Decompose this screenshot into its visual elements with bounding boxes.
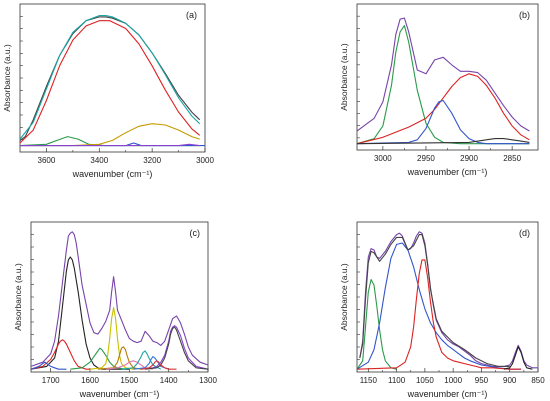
plot-frame: [30, 221, 209, 373]
x-axis-label: wavenumber (cm⁻¹): [72, 169, 153, 179]
chart-panel-0: 3600 3400 3200 3000 (a) wavenumber (cm⁻¹) Abso…: [2, 3, 214, 179]
series-line-9: [133, 356, 169, 370]
x-tick-label: 3600: [38, 156, 56, 165]
series-line-2: [356, 73, 530, 145]
series-line-1: [19, 15, 201, 140]
x-tick-label: 1600: [81, 376, 99, 385]
panel-label: (a): [186, 10, 197, 20]
series-line-4: [20, 123, 200, 147]
x-axis-label: wavenumber (cm⁻¹): [407, 389, 488, 399]
panel-label: (c): [190, 228, 201, 238]
series-line-3: [30, 361, 67, 370]
panel-label: (b): [519, 10, 530, 20]
series-line-2: [356, 242, 521, 370]
series-line-7: [105, 360, 153, 370]
x-tick-label: 1100: [388, 376, 406, 385]
plot-frame: [356, 3, 539, 151]
series-line-2: [30, 339, 90, 370]
x-tick-label: 2900: [460, 154, 478, 163]
series-line-1: [356, 25, 530, 145]
y-axis-label: Absorbance (a.u.): [339, 263, 349, 331]
chart-panel-2: 1700 1600 1500 1400 1300 (c) wavenumber (cm⁻¹)…: [13, 221, 217, 399]
y-axis-label: Absorbance (a.u.): [13, 263, 23, 331]
x-tick-label: 1500: [120, 376, 138, 385]
x-tick-label: 850: [531, 376, 545, 385]
x-tick-label: 3000: [374, 154, 392, 163]
series-line-4: [503, 346, 533, 370]
series-line-11: [145, 326, 209, 370]
series-line-6: [20, 143, 200, 147]
panel-label: (d): [519, 228, 530, 238]
series-line-0: [30, 231, 209, 367]
x-tick-label: 3200: [143, 156, 161, 165]
x-tick-label: 1050: [416, 376, 434, 385]
x-tick-label: 950: [475, 376, 489, 385]
y-axis-label: Absorbance (a.u.): [339, 43, 349, 111]
x-tick-label: 2850: [503, 154, 521, 163]
x-axis-label: wavenumber (cm⁻¹): [79, 389, 160, 399]
series-line-0: [19, 16, 201, 141]
y-axis-label: Absorbance (a.u.): [2, 44, 12, 112]
series-line-2: [19, 20, 201, 144]
x-tick-label: 2950: [417, 154, 435, 163]
series-line-6: [97, 346, 142, 370]
series-line-0: [356, 17, 530, 132]
series-line-3: [356, 259, 521, 370]
series-line-8: [121, 350, 162, 370]
series-line-3: [356, 99, 530, 145]
x-axis-label: wavenumber (cm⁻¹): [407, 167, 488, 177]
x-tick-label: 1400: [160, 376, 178, 385]
x-tick-label: 1000: [444, 376, 462, 385]
series-line-5: [89, 306, 134, 370]
series-line-10: [141, 325, 209, 370]
x-tick-label: 1300: [199, 376, 217, 385]
series-line-12: [141, 360, 177, 370]
chart-panel-1: 3000 2950 2900 2850 (b) wavenumber (cm⁻¹) Abso…: [339, 3, 539, 177]
x-tick-label: 3400: [90, 156, 108, 165]
x-tick-label: 900: [503, 376, 517, 385]
series-line-4: [356, 138, 530, 145]
chart-panel-3: 1150 1100 1050 1000 950 900 850 (d) wavenumber (…: [339, 221, 545, 399]
series-line-1: [356, 278, 397, 370]
x-tick-label: 1700: [42, 376, 60, 385]
x-tick-label: 3000: [196, 156, 214, 165]
series-line-5: [359, 234, 510, 367]
x-tick-label: 1150: [360, 376, 378, 385]
